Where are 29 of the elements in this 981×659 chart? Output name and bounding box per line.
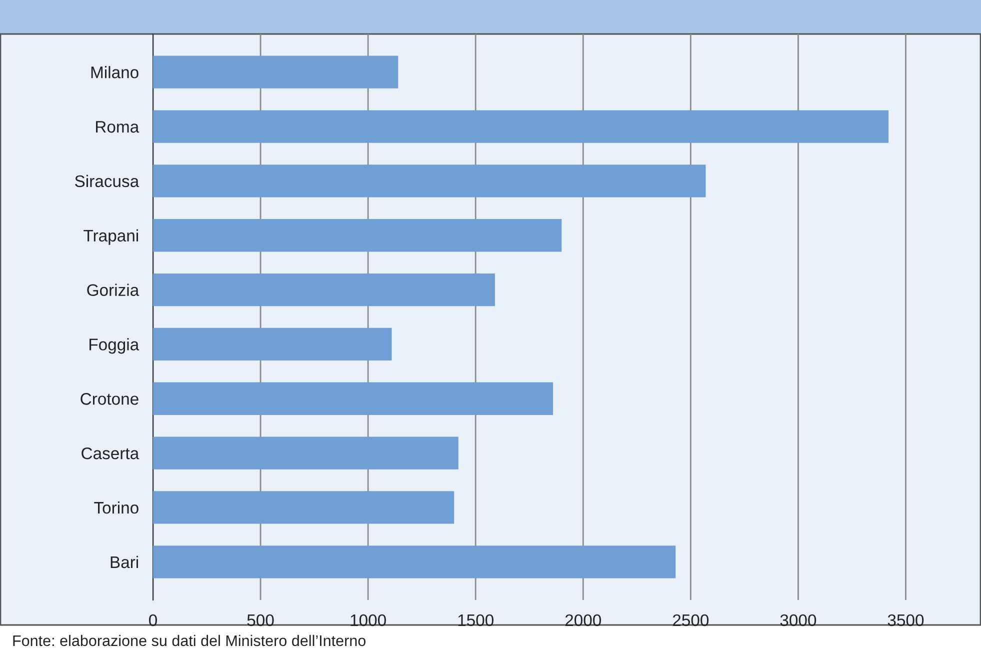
x-tick-label: 3000	[780, 614, 816, 626]
y-tick-label: Roma	[96, 121, 140, 133]
y-tick-label: Crotone	[80, 393, 138, 405]
bar	[153, 164, 706, 198]
bar	[153, 273, 495, 306]
x-tick-label: 2000	[565, 614, 602, 626]
source-note: Fonte: elaborazione su dati del Ministero dell’Interno	[13, 634, 366, 646]
y-tick-label: Siracusa	[75, 174, 140, 188]
x-tick-label: 3500	[888, 614, 924, 626]
bar	[153, 56, 398, 88]
x-tick-label: 1500	[458, 614, 494, 626]
bar	[153, 110, 889, 143]
x-tick-label: 1000	[350, 614, 386, 626]
x-tick-label: 0	[149, 614, 157, 626]
x-tick-label: 2500	[672, 614, 709, 626]
bar	[153, 382, 554, 415]
x-tick-label: 500	[247, 614, 274, 626]
bar	[153, 546, 676, 578]
bar	[153, 219, 562, 252]
y-tick-label: Torino	[94, 501, 138, 514]
y-tick-label: Caserta	[82, 447, 140, 460]
bar	[153, 436, 458, 470]
y-tick-label: Bari	[110, 556, 138, 568]
y-tick-label: Gorizia	[87, 284, 140, 296]
y-tick-label: Milano	[91, 66, 138, 78]
bar	[153, 328, 392, 361]
bar	[153, 491, 454, 524]
y-tick-label: Trapani	[84, 229, 138, 245]
y-tick-label: Foggia	[90, 338, 140, 354]
